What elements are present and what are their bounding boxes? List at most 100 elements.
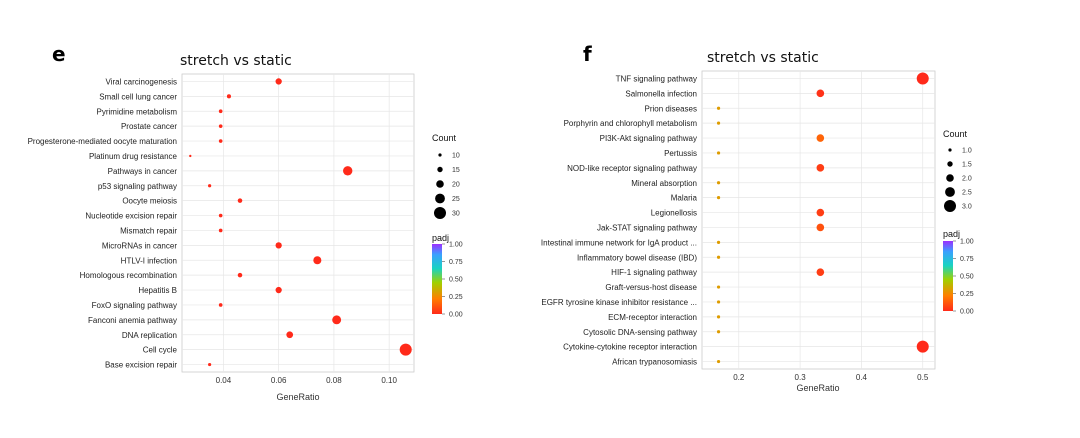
size-legend-key: [434, 207, 446, 219]
size-legend-label: 2.5: [962, 190, 972, 197]
category-label: HIF-1 signaling pathway: [611, 268, 697, 277]
gridlines: [702, 71, 935, 369]
plot-area: [701, 70, 936, 370]
size-legend-key: [438, 153, 442, 157]
category-label: FoxO signaling pathway: [92, 301, 177, 310]
category-label: ECM-receptor interaction: [608, 313, 697, 322]
category-labels: Viral carcinogenesis Small cell lung canc…: [28, 77, 178, 369]
category-label: Prion diseases: [645, 104, 697, 113]
x-tick-label: 0.06: [271, 376, 287, 385]
category-label: Graft-versus-host disease: [605, 283, 697, 292]
category-label: DNA replication: [122, 331, 177, 340]
size-legend-label: 15: [452, 167, 460, 174]
data-point: [916, 340, 929, 353]
category-label: Base excision repair: [105, 361, 177, 370]
category-label: Small cell lung cancer: [99, 92, 177, 101]
category-label: Progesterone-mediated oocyte maturation: [28, 137, 177, 146]
data-point: [816, 268, 825, 276]
category-label: EGFR tyrosine kinase inhibitor resistanc…: [541, 298, 697, 307]
category-label: Viral carcinogenesis: [106, 77, 177, 86]
data-point: [218, 139, 223, 143]
x-axis-label: GeneRatio: [276, 392, 319, 402]
color-bar: [432, 244, 442, 314]
panel-letter-e: e: [52, 42, 66, 66]
data-point: [816, 208, 825, 217]
category-label: Pathways in cancer: [108, 167, 178, 176]
category-label: Salmonella infection: [625, 89, 697, 98]
category-label: p53 signaling pathway: [98, 182, 177, 191]
size-legend-key: [435, 193, 445, 204]
category-label: African trypanosomiasis: [612, 358, 697, 367]
data-point: [716, 240, 721, 244]
x-tick-label: 0.04: [216, 376, 232, 385]
category-labels: TNF signaling pathway Salmonella infectio…: [541, 74, 698, 366]
color-legend-label: 0.00: [960, 309, 974, 316]
category-label: TNF signaling pathway: [616, 74, 697, 83]
category-label: Mineral absorption: [631, 179, 697, 188]
color-legend-label: 0.50: [960, 274, 974, 281]
data-point: [275, 286, 282, 294]
category-label: Cytokine-cytokine receptor interaction: [563, 343, 697, 352]
data-point: [916, 72, 929, 85]
data-point: [716, 196, 721, 200]
size-legend-label: 1.0: [962, 148, 972, 155]
data-point: [275, 78, 282, 85]
data-point: [313, 256, 322, 265]
size-legend-key: [436, 180, 444, 188]
data-point: [237, 198, 243, 203]
size-legend-key: [944, 200, 956, 212]
data-point: [716, 359, 721, 364]
data-point: [399, 343, 412, 356]
color-legend-title: padj: [943, 229, 960, 239]
color-legend-label: 0.75: [449, 259, 463, 266]
color-legend-label: 0.25: [960, 291, 974, 298]
size-legend-title: Count: [432, 133, 457, 143]
color-legend: padj 1.00 0.75 0.50 0.25 0.00: [432, 233, 463, 319]
size-legend-key: [946, 174, 954, 182]
data-point: [237, 272, 243, 278]
data-point: [218, 213, 223, 218]
color-legend-label: 0.25: [449, 294, 463, 301]
category-label: Legionellosis: [651, 209, 697, 218]
color-legend-title: padj: [432, 233, 449, 243]
size-legend-label: 2.0: [962, 176, 972, 183]
x-tick-labels: 0.2 0.3 0.4 0.5: [733, 373, 929, 382]
data-point: [218, 124, 223, 128]
color-legend-label: 0.50: [449, 277, 463, 284]
size-legend-key: [437, 166, 443, 173]
size-legend-label: 20: [452, 182, 460, 189]
chart-title: stretch vs static: [180, 53, 292, 69]
size-legend-key: [947, 161, 953, 167]
data-point: [816, 164, 825, 172]
x-tick-labels: 0.04 0.06 0.08 0.10: [216, 376, 398, 385]
x-axis-label: GeneRatio: [796, 383, 839, 393]
category-label: Pyrimidine metabolism: [97, 107, 178, 116]
data-point: [208, 184, 212, 188]
size-legend: Count 10 15 20 25 30: [432, 133, 460, 219]
size-legend-label: 30: [452, 211, 460, 218]
data-point: [275, 242, 282, 249]
category-label: Fanconi anemia pathway: [88, 316, 177, 325]
category-label: PI3K-Akt signaling pathway: [600, 134, 697, 143]
data-point: [189, 154, 192, 158]
panel-e: e stretch vs static Viral carcinogenesis…: [28, 42, 463, 402]
category-label: MicroRNAs in cancer: [102, 241, 177, 250]
data-point: [816, 89, 825, 98]
color-bar: [943, 241, 953, 311]
chart-title: stretch vs static: [707, 50, 819, 66]
data-point: [343, 166, 353, 176]
size-legend-key: [945, 187, 955, 197]
data-point: [716, 285, 721, 289]
data-point: [716, 315, 721, 319]
color-legend-label: 1.00: [449, 242, 463, 249]
data-point: [332, 315, 342, 325]
data-point: [226, 94, 231, 99]
x-tick-label: 0.4: [856, 373, 868, 382]
x-tick-label: 0.5: [917, 373, 929, 382]
category-label: Intestinal immune network for IgA produc…: [541, 238, 697, 247]
plot-area: [181, 73, 415, 373]
size-legend-key: [948, 148, 952, 152]
category-label: Pertussis: [664, 149, 697, 158]
color-legend-label: 1.00: [960, 239, 974, 246]
